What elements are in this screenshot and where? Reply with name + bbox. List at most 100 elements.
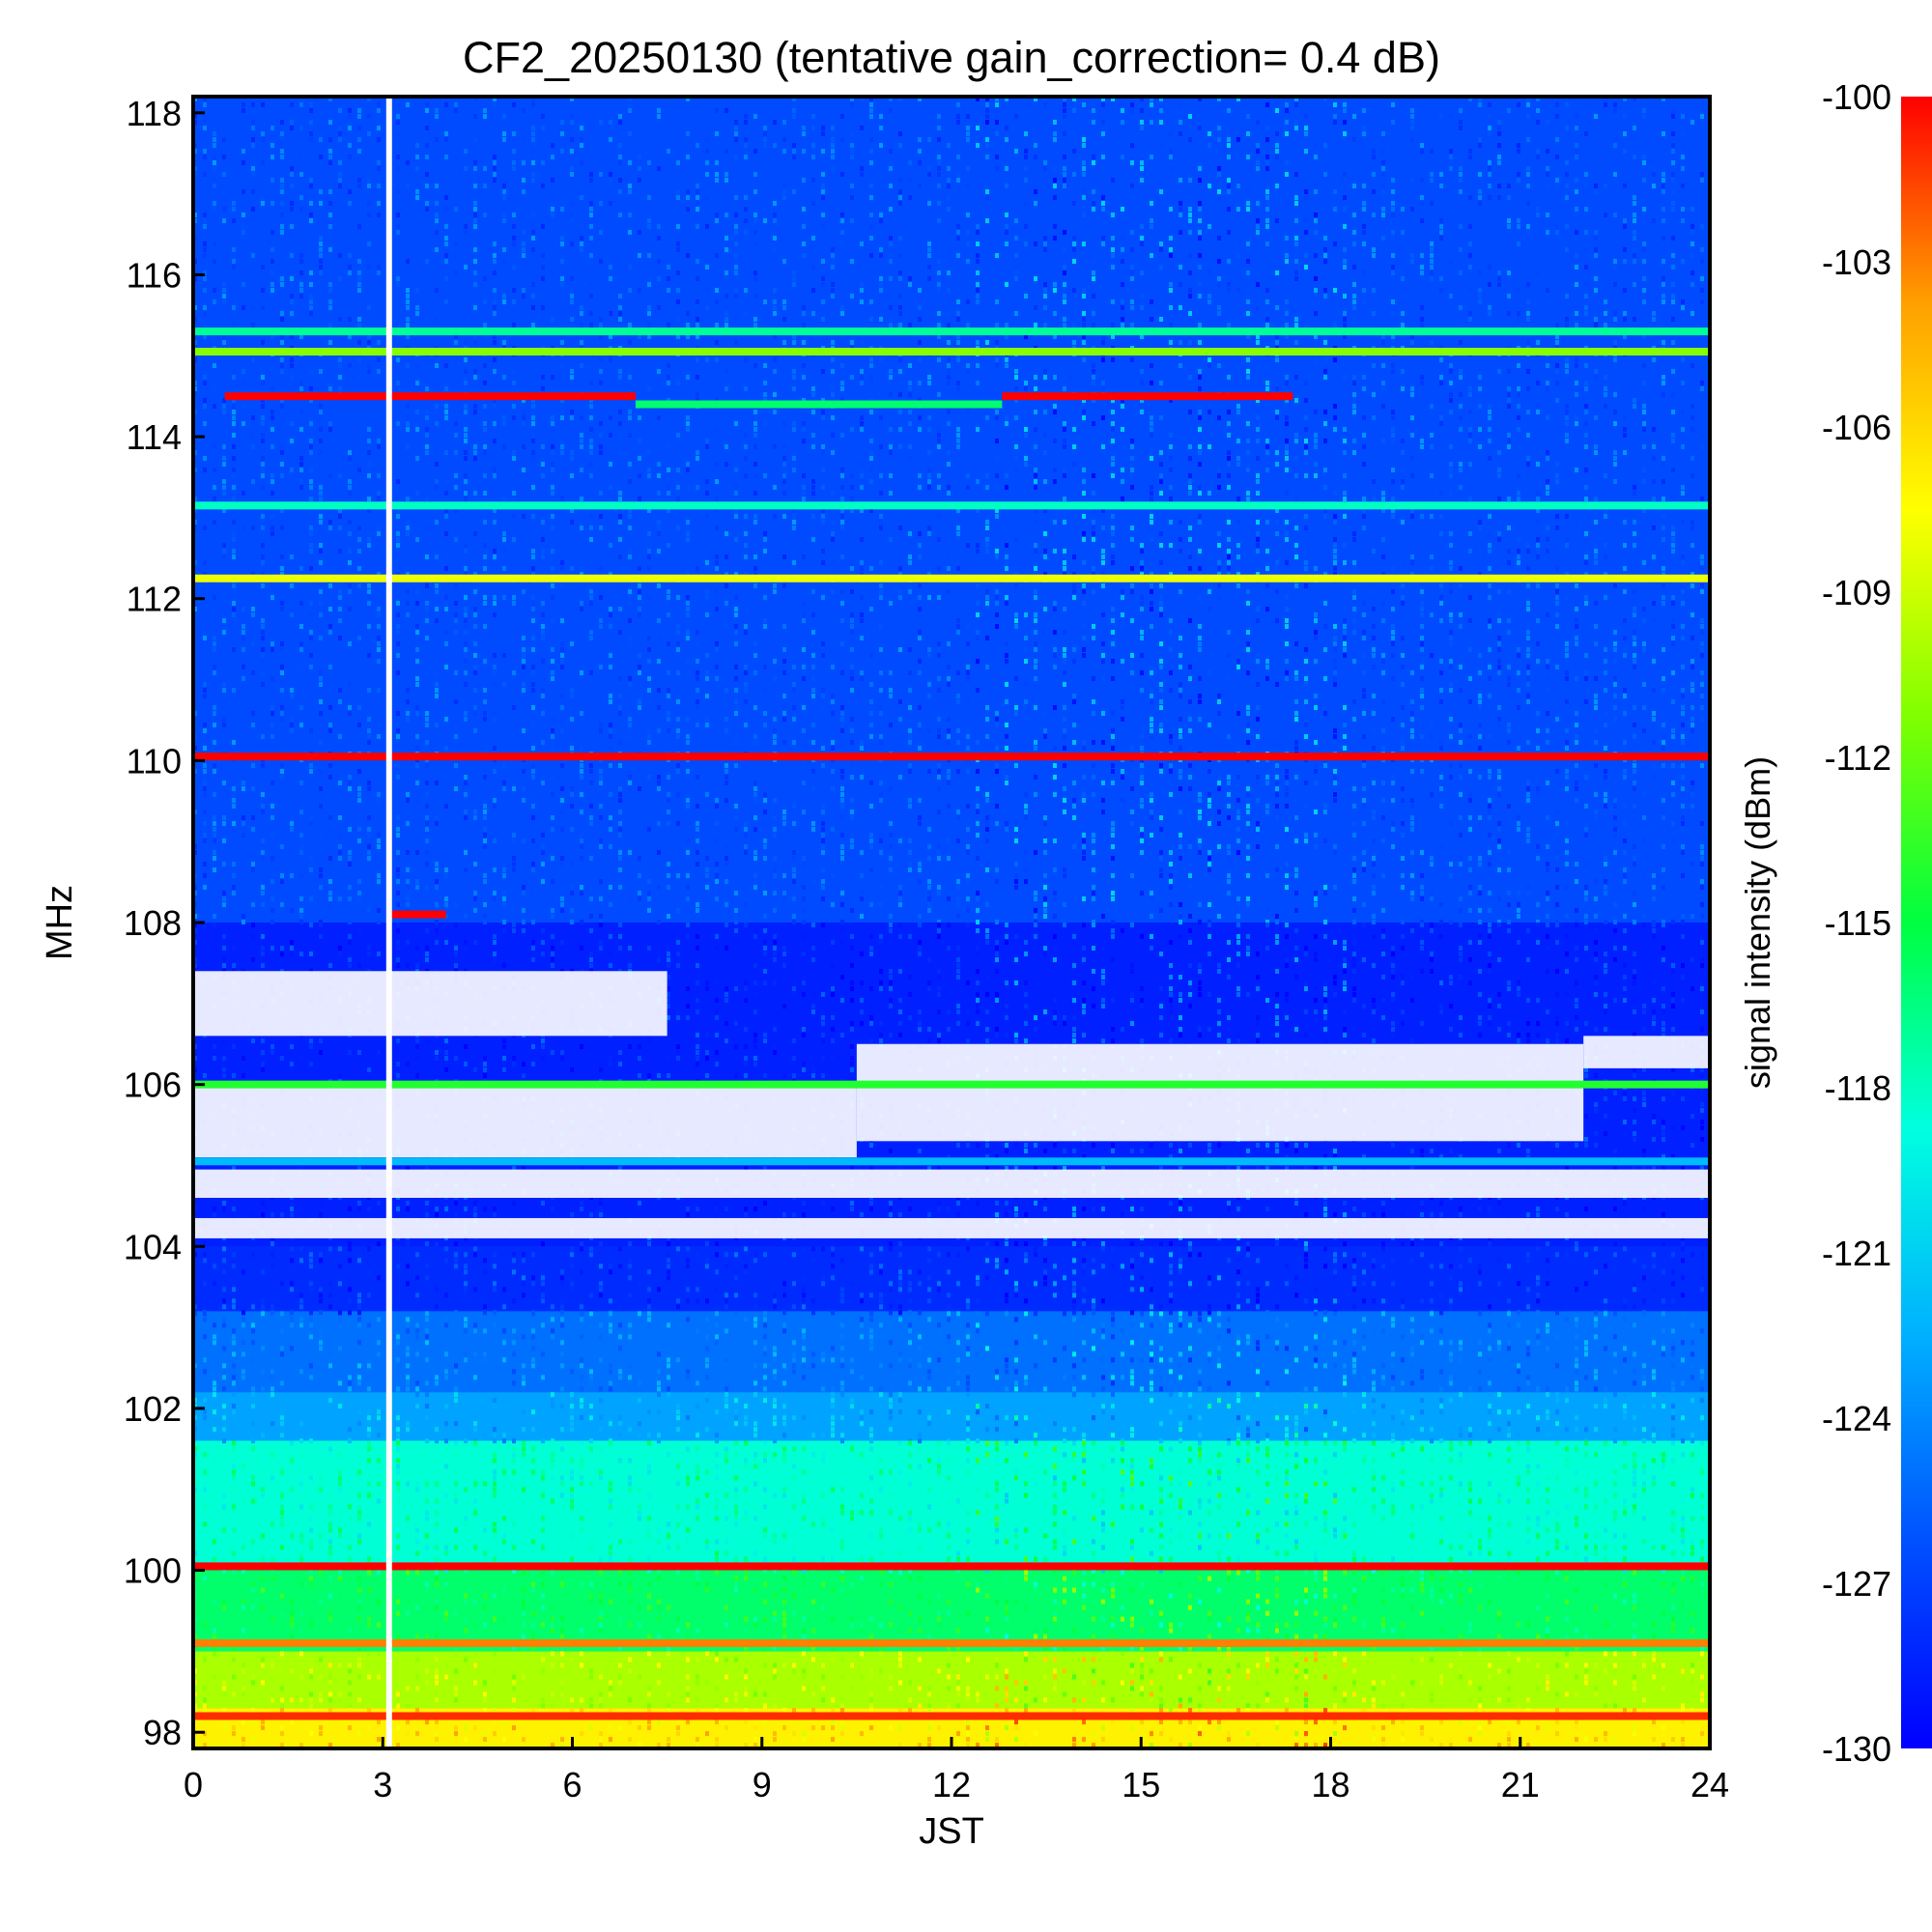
noise-pixel [1594,699,1598,704]
noise-pixel [1024,386,1028,391]
noise-pixel [1043,102,1047,107]
noise-pixel [1236,583,1240,588]
noise-pixel [753,270,757,275]
noise-pixel [299,259,303,264]
noise-pixel [947,195,951,200]
noise-pixel [1275,270,1279,275]
noise-pixel [541,253,545,258]
noise-pixel [531,294,535,298]
noise-pixel [753,242,757,246]
noise-pixel [1671,537,1675,542]
noise-pixel [396,537,400,542]
noise-pixel [203,102,207,107]
noise-pixel [1584,595,1588,600]
noise-pixel [1227,462,1231,467]
noise-pixel [367,473,371,478]
noise-pixel [570,294,574,298]
noise-pixel [464,641,468,646]
noise-pixel [1478,201,1482,206]
noise-pixel [435,479,439,484]
noise-pixel [1159,607,1163,611]
noise-pixel [473,485,477,490]
noise-pixel [782,647,786,652]
noise-pixel [1111,456,1115,461]
noise-pixel [1459,178,1463,183]
noise-pixel [1681,589,1685,594]
noise-pixel [1459,468,1463,472]
noise-pixel [1468,317,1472,322]
noise-pixel [512,160,516,165]
noise-pixel [869,381,873,385]
noise-pixel [792,682,796,687]
noise-pixel [406,688,410,693]
noise-pixel [1449,392,1453,397]
noise-pixel [898,699,902,704]
noise-pixel [222,137,226,142]
noise-pixel [638,589,641,594]
noise-pixel [464,340,468,345]
noise-pixel [599,172,603,177]
noise-pixel [1101,549,1105,554]
noise-pixel [831,195,835,200]
noise-pixel [1633,259,1636,264]
noise-pixel [280,282,284,287]
noise-pixel [1546,659,1549,664]
noise-pixel [1179,213,1182,217]
noise-pixel [1662,259,1665,264]
noise-pixel [1662,189,1665,194]
noise-pixel [860,508,864,513]
noise-pixel [1179,201,1182,206]
noise-pixel [213,497,216,501]
noise-pixel [357,583,361,588]
noise-pixel [840,305,844,310]
noise-pixel [792,270,796,275]
noise-pixel [454,601,458,606]
noise-pixel [966,114,970,119]
noise-pixel [1633,218,1636,223]
noise-pixel [811,143,815,148]
noise-pixel [522,398,526,403]
noise-pixel [1043,242,1047,246]
noise-pixel [763,143,767,148]
noise-pixel [1188,178,1192,183]
noise-pixel [261,433,265,438]
noise-pixel [531,670,535,675]
noise-pixel [1304,676,1308,681]
noise-pixel [1391,299,1395,304]
noise-pixel [753,276,757,281]
noise-pixel [1468,97,1472,101]
noise-pixel [995,172,999,177]
noise-pixel [589,514,593,519]
noise-pixel [1140,178,1144,183]
noise-pixel [995,102,999,107]
noise-pixel [589,444,593,449]
noise-pixel [319,670,323,675]
noise-pixel [1150,224,1153,229]
noise-pixel [840,172,844,177]
noise-pixel [1150,665,1153,669]
noise-pixel [1063,270,1066,275]
noise-pixel [947,276,951,281]
noise-pixel [676,659,680,664]
noise-pixel [560,705,564,710]
noise-pixel [898,311,902,316]
noise-pixel [338,473,342,478]
noise-pixel [203,270,207,275]
noise-pixel [1662,294,1665,298]
noise-pixel [512,415,516,420]
noise-pixel [551,415,554,420]
noise-pixel [1575,178,1578,183]
noise-pixel [618,311,622,316]
noise-pixel [1034,630,1037,635]
noise-pixel [319,189,323,194]
noise-pixel [483,595,487,600]
noise-pixel [531,253,535,258]
noise-pixel [261,160,265,165]
noise-pixel [502,131,506,136]
noise-pixel [493,601,497,606]
noise-pixel [357,137,361,142]
noise-pixel [696,705,699,710]
noise-pixel [1681,444,1685,449]
noise-pixel [531,456,535,461]
noise-pixel [1575,282,1578,287]
